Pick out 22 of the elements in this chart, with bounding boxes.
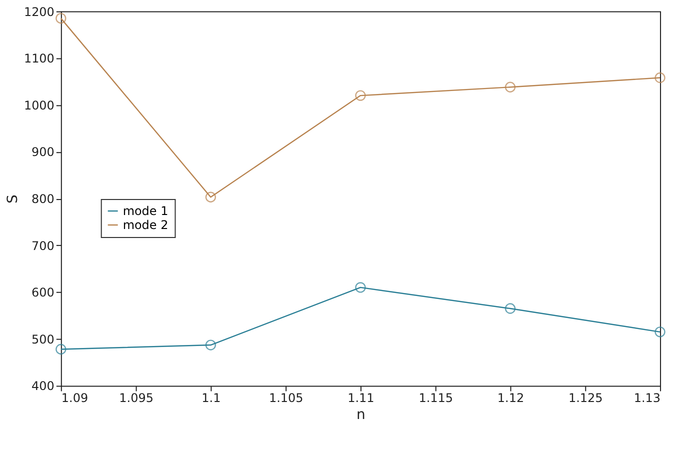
- x-tick-label: 1.11: [348, 391, 374, 406]
- y-axis-title: S: [4, 194, 21, 204]
- y-tick-label: 400: [32, 379, 54, 394]
- y-tick-label: 500: [32, 332, 54, 346]
- y-tick-label: 1200: [24, 4, 54, 19]
- y-tick-label: 1000: [24, 98, 54, 112]
- x-tick-label: 1.125: [568, 391, 603, 406]
- x-tick-label: 1.09: [61, 391, 88, 406]
- legend-label: mode 1: [122, 204, 168, 218]
- x-tick-label: 1.13: [634, 391, 661, 406]
- x-tick-label: 1.105: [268, 391, 304, 406]
- y-tick-label: 900: [32, 145, 54, 160]
- y-tick-label: 1100: [24, 52, 54, 66]
- legend-label: mode 2: [122, 218, 168, 232]
- x-tick-label: 1.1: [202, 391, 221, 406]
- x-tick-label: 1.115: [418, 391, 453, 406]
- y-tick-label: 600: [32, 286, 54, 300]
- x-axis-title: n: [356, 407, 366, 424]
- x-tick-label: 1.12: [497, 391, 524, 406]
- y-tick-label: 700: [32, 238, 54, 253]
- x-tick-label: 1.095: [119, 391, 154, 406]
- y-tick-label: 800: [32, 192, 54, 206]
